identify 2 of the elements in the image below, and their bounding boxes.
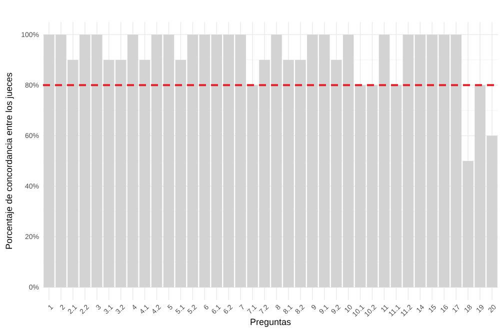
y-axis-title: Porcentaje de concordancia entre los jueces <box>4 72 14 250</box>
x-axis-title: Preguntas <box>250 317 292 327</box>
